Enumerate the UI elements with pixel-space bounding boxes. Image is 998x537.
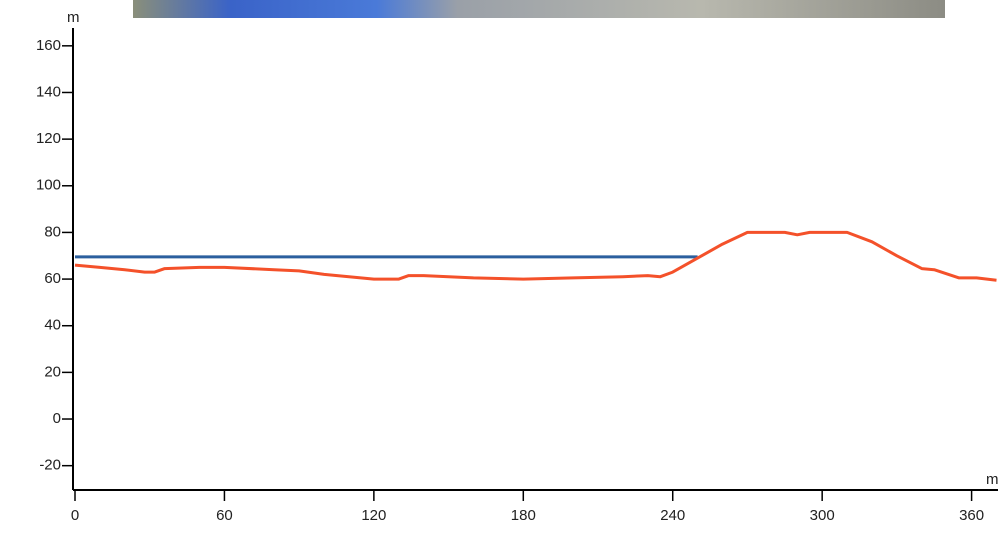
x-tick-label: 240 [660, 507, 685, 524]
y-tick-label: 60 [44, 270, 61, 287]
x-tick-label: 120 [361, 507, 386, 524]
y-tick-label: 40 [44, 317, 61, 334]
x-tick-label: 360 [959, 507, 984, 524]
y-tick-label: 20 [44, 363, 61, 380]
y-tick-label: 120 [36, 130, 61, 147]
x-tick-label: 300 [810, 507, 835, 524]
x-axis-label: m [986, 471, 998, 488]
y-tick-label: 80 [44, 223, 61, 240]
x-tick-label: 60 [216, 507, 233, 524]
y-tick-label: 100 [36, 177, 61, 194]
x-tick-label: 180 [511, 507, 536, 524]
series-line [74, 230, 997, 282]
y-axis-label: m [67, 9, 80, 26]
y-tick-label: 160 [36, 37, 61, 54]
map-strip [133, 0, 945, 18]
x-tick-label: 0 [71, 507, 79, 524]
y-tick-label: -20 [39, 457, 61, 474]
y-tick-label: 140 [36, 83, 61, 100]
y-tick-label: 0 [53, 410, 61, 427]
